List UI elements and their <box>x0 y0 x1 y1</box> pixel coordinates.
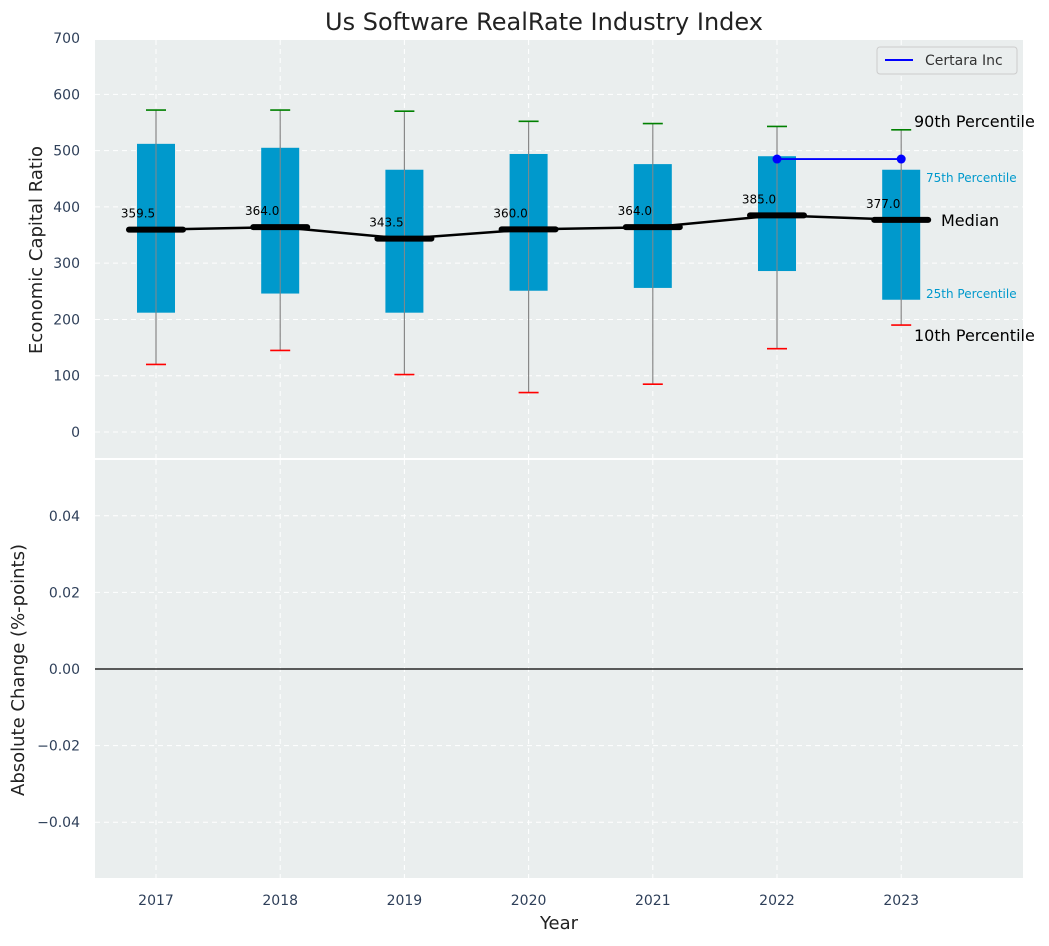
median-value-label: 385.0 <box>742 192 776 206</box>
legend-box <box>876 46 1018 75</box>
median-value-label: 364.0 <box>245 204 279 218</box>
x-tick-label: 2022 <box>759 893 795 909</box>
top-y-tick-label: 400 <box>53 200 80 216</box>
top-y-tick-label: 300 <box>53 256 80 272</box>
median-value-label: 359.5 <box>121 207 155 221</box>
x-tick-label: 2019 <box>387 893 423 909</box>
top-y-tick-label: 500 <box>53 144 80 160</box>
x-tick-label: 2020 <box>511 893 547 909</box>
top-y-tick-label: 200 <box>53 312 80 328</box>
annotation-median: Median <box>941 211 999 230</box>
x-tick-label: 2023 <box>883 893 919 909</box>
bottom-y-tick-label: −0.04 <box>37 815 80 831</box>
legend-label: Certara Inc <box>925 53 1003 69</box>
median-value-label: 360.0 <box>493 206 527 220</box>
bottom-y-tick-label: 0.04 <box>49 509 80 525</box>
median-value-label: 377.0 <box>866 197 900 211</box>
annotation-p90: 90th Percentile <box>914 112 1035 131</box>
top-y-ticks: 0 100 200 300 400 500 600 700 <box>53 31 80 441</box>
x-tick-label: 2021 <box>635 893 671 909</box>
bottom-y-tick-label: −0.02 <box>37 739 80 755</box>
company-point <box>896 154 906 164</box>
company-point <box>772 154 782 164</box>
legend: Certara Inc <box>876 46 1018 75</box>
bottom-y-axis-title: Absolute Change (%-points) <box>8 544 29 796</box>
chart-title: Us Software RealRate Industry Index <box>325 8 763 36</box>
top-y-axis-title: Economic Capital Ratio <box>26 146 47 354</box>
annotation-p25: 25th Percentile <box>926 287 1017 301</box>
top-y-tick-label: 0 <box>71 425 80 441</box>
top-y-tick-label: 700 <box>53 31 80 47</box>
median-value-label: 364.0 <box>618 204 652 218</box>
top-panel <box>95 40 1023 458</box>
median-value-label: 343.5 <box>369 216 403 230</box>
bottom-gridlines <box>95 460 1023 878</box>
top-y-tick-label: 100 <box>53 369 80 385</box>
company-series <box>772 154 906 164</box>
bottom-y-tick-label: 0.02 <box>49 585 80 601</box>
median-trend: 359.5 364.0 343.5 360.0 364.0 385.0 377.0 <box>121 192 932 242</box>
x-tick-label: 2018 <box>262 893 298 909</box>
x-ticks: 2017 2018 2019 2020 2021 2022 2023 <box>138 893 919 909</box>
bottom-y-ticks: −0.04 −0.02 0.00 0.02 0.04 <box>37 509 80 831</box>
annotation-p75: 75th Percentile <box>926 171 1017 185</box>
annotation-p10: 10th Percentile <box>914 326 1035 345</box>
top-y-tick-label: 600 <box>53 87 80 103</box>
bottom-y-tick-label: 0.00 <box>49 662 80 678</box>
x-axis-title: Year <box>539 913 579 934</box>
x-tick-label: 2017 <box>138 893 174 909</box>
